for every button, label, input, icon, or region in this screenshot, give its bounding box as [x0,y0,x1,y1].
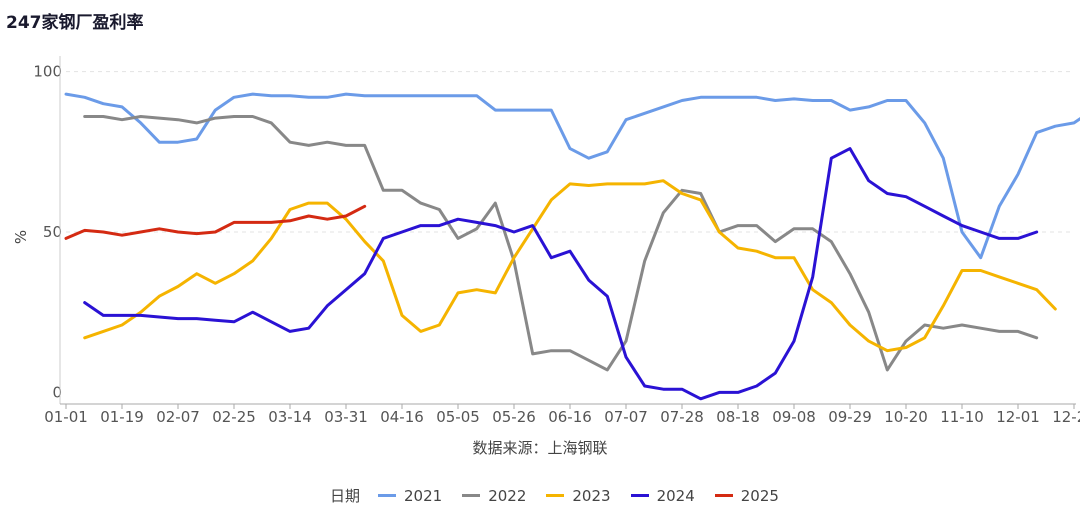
x-tick-label: 07-28 [660,408,704,426]
y-axis-label: % [12,230,30,244]
legend-title: 日期 [330,487,361,505]
y-tick-label: 0 [52,383,62,401]
x-axis: 01-01 01-19 02-07 02-25 03-14 03-31 04-16 05-05… [44,403,1080,426]
x-tick-label: 01-19 [100,408,144,426]
x-tick-label: 05-26 [492,408,536,426]
legend-label: 2023 [572,486,611,505]
x-tick-label: 11-10 [940,408,984,426]
x-tick-label: 12-01 [996,408,1040,426]
x-tick-label: 07-07 [604,408,648,426]
x-tick-label: 02-07 [156,408,200,426]
legend-label: 2021 [404,486,443,505]
legend-item-2025[interactable]: 2025 [714,486,779,505]
x-tick-label: 09-08 [772,408,816,426]
x-tick-label: 12-22 [1052,408,1080,426]
y-axis: 0 50 100 [33,56,62,404]
legend-swatch [462,494,481,497]
x-tick-label: 04-16 [380,408,424,426]
x-tick-label: 02-25 [212,408,256,426]
legend-swatch [378,494,397,497]
y-tick-label: 50 [43,223,62,241]
legend-swatch [546,494,565,497]
series-line-2022 [83,115,1039,372]
x-tick-label: 05-05 [436,408,480,426]
x-tick-label: 06-16 [548,408,592,426]
legend-item-2021[interactable]: 2021 [378,487,442,505]
series-line-2025 [64,204,367,240]
x-tick-label: 08-18 [716,408,760,426]
legend-item-2024[interactable]: 2024 [630,486,695,505]
legend-item-2023[interactable]: 2023 [546,486,611,505]
legend-item-2022[interactable]: 2022 [462,487,526,505]
x-tick-label: 03-31 [324,408,368,426]
plot-area [64,92,1080,401]
series-line-2023 [83,179,1057,353]
gridlines [66,71,1074,233]
line-chart: 0 50 100 01-01 01-19 02-07 02-25 03-14 03-31 04-… [12,56,1080,426]
legend-label: 2022 [488,486,527,505]
series-line-2021 [64,92,1080,260]
legend-label: 2024 [656,486,695,505]
chart-title: 247家钢厂盈利率 [6,13,144,33]
legend-swatch [714,494,733,497]
x-tick-label: 10-20 [884,408,928,426]
legend-label: 2025 [740,486,779,505]
legend: 日期 2021 2022 2023 2024 2025 [330,485,799,506]
x-tick-label: 01-01 [44,408,88,426]
x-tick-label: 03-14 [268,408,312,426]
x-tick-label: 09-29 [828,408,872,426]
y-tick-label: 100 [33,63,62,81]
source-note: 数据来源：上海钢联 [472,439,608,457]
series-line-2024 [83,147,1039,401]
legend-swatch [630,494,649,497]
